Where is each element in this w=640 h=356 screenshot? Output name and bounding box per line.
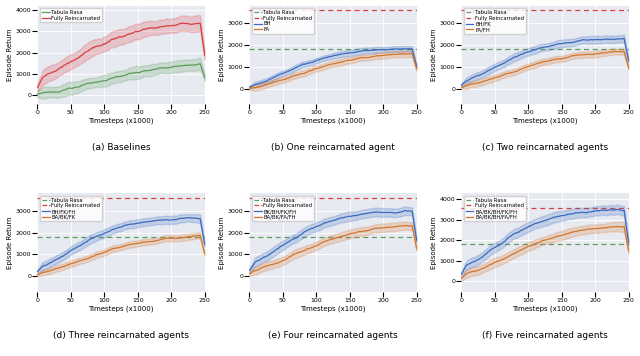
Title: (b) One reincarnated agent: (b) One reincarnated agent — [271, 143, 395, 152]
Legend: Tabula Rasa, Fully Reincarnated, BK/BH/FK/FH, BA/BK/FA/FH: Tabula Rasa, Fully Reincarnated, BK/BH/F… — [252, 196, 314, 221]
Title: (a) Baselines: (a) Baselines — [92, 143, 150, 152]
Legend: Tabula Rasa, Fully Reincarnated, BH, FA: Tabula Rasa, Fully Reincarnated, BH, FA — [252, 8, 314, 34]
Y-axis label: Episode Return: Episode Return — [219, 28, 225, 81]
X-axis label: Timesteps (x1000): Timesteps (x1000) — [512, 306, 578, 312]
X-axis label: Timesteps (x1000): Timesteps (x1000) — [88, 306, 154, 312]
X-axis label: Timesteps (x1000): Timesteps (x1000) — [512, 118, 578, 124]
Title: (f) Five reincarnated agents: (f) Five reincarnated agents — [482, 331, 608, 340]
Legend: Tabula Rasa, Fully Reincarnated, BA/BK/BH/FK/FH, BA/BK/BH/FA/FH: Tabula Rasa, Fully Reincarnated, BA/BK/B… — [464, 196, 525, 221]
Y-axis label: Episode Return: Episode Return — [7, 216, 13, 269]
Y-axis label: Episode Return: Episode Return — [431, 28, 436, 81]
Title: (d) Three reincarnated agents: (d) Three reincarnated agents — [53, 331, 189, 340]
X-axis label: Timesteps (x1000): Timesteps (x1000) — [88, 118, 154, 124]
Legend: Tabula Rasa, Fully Reincarnated: Tabula Rasa, Fully Reincarnated — [40, 8, 102, 22]
Title: (e) Four reincarnated agents: (e) Four reincarnated agents — [268, 331, 398, 340]
X-axis label: Timesteps (x1000): Timesteps (x1000) — [300, 306, 366, 312]
Y-axis label: Episode Return: Episode Return — [7, 28, 13, 81]
X-axis label: Timesteps (x1000): Timesteps (x1000) — [300, 118, 366, 124]
Legend: Tabula Rasa, Fully Reincarnated, BH/FK, FA/FH: Tabula Rasa, Fully Reincarnated, BH/FK, … — [464, 8, 525, 34]
Y-axis label: Episode Return: Episode Return — [431, 216, 436, 269]
Y-axis label: Episode Return: Episode Return — [219, 216, 225, 269]
Legend: Tabula Rasa, Fully Reincarnated, BH/FK/FH, BA/BK/FK: Tabula Rasa, Fully Reincarnated, BH/FK/F… — [40, 196, 102, 221]
Title: (c) Two reincarnated agents: (c) Two reincarnated agents — [482, 143, 608, 152]
